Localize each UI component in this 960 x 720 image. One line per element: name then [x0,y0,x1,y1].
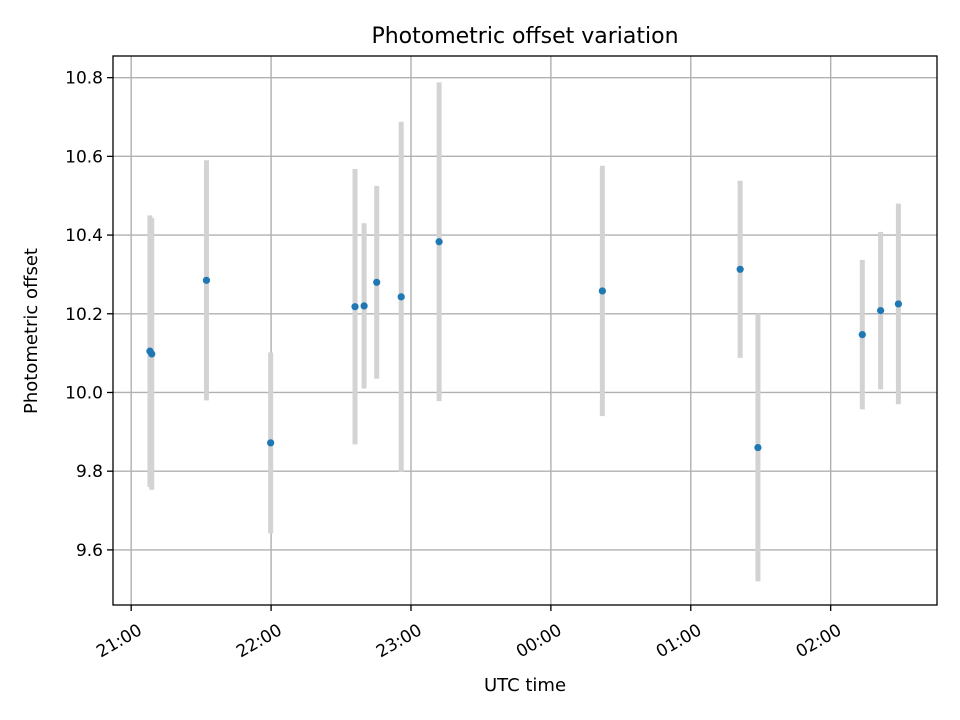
data-points [146,238,902,452]
x-tick-label: 02:00 [793,620,845,662]
y-tick-label: 9.8 [76,462,103,482]
x-axis-ticks: 21:00 22:00 23:00 00:00 01:00 02:00 [93,605,845,662]
data-point [397,293,405,301]
y-axis-label: Photometric offset [21,248,42,414]
y-tick-label: 10.8 [65,69,103,89]
x-tick-label: 23:00 [373,620,425,662]
y-axis-ticks: 9.6 9.8 10.0 10.2 10.4 10.6 10.8 [65,69,113,561]
data-point [736,265,744,273]
data-point [754,443,762,452]
data-point [267,439,275,447]
x-tick-label: 00:00 [513,620,565,662]
y-tick-label: 10.4 [65,226,103,246]
x-tick-label: 22:00 [233,620,285,662]
y-tick-label: 9.6 [76,541,103,561]
data-point [202,276,211,284]
data-point [373,278,381,286]
data-point [435,238,443,246]
data-point [360,302,368,310]
data-point [598,287,606,295]
x-tick-label: 01:00 [653,620,705,662]
chart-title: Photometric offset variation [371,24,678,49]
error-bars [147,82,901,582]
y-tick-label: 10.0 [65,383,103,403]
x-tick-label: 21:00 [93,620,145,662]
plot-frame [112,55,938,606]
data-point [894,300,902,308]
data-point [877,307,885,315]
x-axis-label: UTC time [484,675,566,696]
data-point [351,303,359,311]
data-point [858,331,866,339]
grid [113,56,937,605]
y-tick-label: 10.2 [65,305,103,325]
y-tick-label: 10.6 [65,147,103,167]
data-point [148,350,156,358]
